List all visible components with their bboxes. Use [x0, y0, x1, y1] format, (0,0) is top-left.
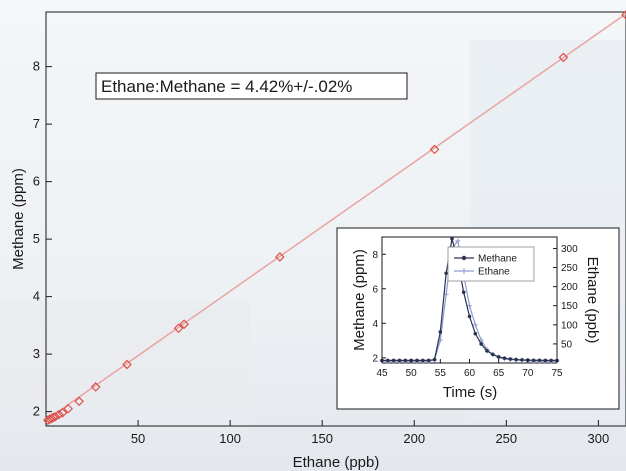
legend-swatch-marker: [461, 268, 467, 274]
main-x-ticks: 50 100 150 200 250 300: [131, 420, 609, 446]
series-point: [520, 358, 524, 362]
x-tick-label: 150: [311, 431, 333, 446]
main-fit-line: [45, 13, 626, 421]
series-point: [391, 358, 396, 363]
legend-swatch-marker: [461, 255, 467, 261]
x-tick-label: 50: [131, 431, 145, 446]
data-point: [74, 396, 84, 407]
data-point: [90, 382, 101, 392]
series-point: [479, 342, 483, 346]
y-tick-label: 7: [33, 116, 40, 131]
y-tick-label: 8: [33, 59, 40, 74]
series-point: [531, 358, 536, 363]
series-point: [415, 358, 419, 363]
inset-right-axis-label: Ethane (ppb): [584, 257, 601, 344]
y-tick-label: 5: [33, 231, 40, 246]
inset-left-y-tick-label: 8: [372, 250, 378, 261]
series-point: [426, 358, 431, 363]
inset-x-tick-label: 50: [406, 368, 418, 379]
series-point: [473, 331, 478, 336]
series-point: [450, 236, 454, 241]
data-point: [54, 409, 64, 420]
inset-right-y-tick-label: 200: [561, 282, 578, 293]
series-point: [467, 314, 472, 319]
inset-legend-box: [447, 246, 535, 282]
y-tick-label: 3: [33, 346, 40, 361]
inset-x-ticks: 45 50 55 60 65 70 75: [376, 359, 563, 379]
inset-x-tick-label: 65: [493, 368, 505, 379]
ratio-annotation: Ethane:Methane = 4.42%+/-.02%: [101, 77, 352, 96]
data-point: [429, 144, 440, 155]
series-point: [455, 238, 461, 244]
x-tick-label: 250: [495, 431, 517, 446]
series-point: [403, 358, 408, 363]
series-point: [432, 357, 437, 362]
inset-left-axis-label: Methane (ppm): [351, 249, 368, 351]
y-tick-label: 6: [33, 174, 40, 189]
series-point: [461, 290, 466, 295]
y-tick-label: 2: [33, 404, 40, 419]
inset-right-y-tick-label: 150: [561, 301, 578, 312]
inset-left-y-tick-label: 4: [372, 319, 378, 330]
data-point: [274, 252, 285, 262]
y-tick-label: 4: [33, 289, 40, 304]
inset-x-tick-label: 75: [551, 368, 563, 379]
series-point: [502, 356, 507, 360]
series-point: [496, 355, 501, 359]
series-point: [514, 357, 518, 362]
series-point: [485, 349, 489, 353]
inset-right-y-tick-label: 250: [561, 263, 578, 274]
series-point: [508, 357, 513, 361]
series-point: [549, 358, 553, 363]
inset-x-tick-label: 55: [435, 368, 447, 379]
series-point: [491, 352, 495, 357]
data-point: [558, 52, 569, 63]
inset-left-y-tick-label: 6: [372, 284, 378, 295]
series-point: [444, 271, 448, 276]
inset-right-y-ticks: 50 100 150 200 250 300: [553, 244, 578, 350]
series-point: [472, 322, 478, 328]
data-point: [57, 407, 68, 418]
series-point: [386, 358, 390, 363]
data-point: [179, 319, 189, 330]
inset-right-y-tick-label: 100: [561, 320, 578, 331]
inset-legend: Methane Ethane: [447, 246, 535, 282]
series-point: [438, 330, 443, 334]
legend-label: Methane: [478, 254, 517, 265]
x-tick-label: 300: [588, 431, 610, 446]
main-y-ticks: 2 3 4 5 6 7 8: [33, 59, 52, 419]
x-tick-label: 100: [219, 431, 241, 446]
main-y-axis-label: Methane (ppm): [10, 168, 27, 270]
data-point: [621, 10, 626, 20]
inset-x-tick-label: 70: [522, 368, 534, 379]
data-point: [50, 411, 61, 422]
inset-left-y-tick-label: 2: [372, 353, 378, 364]
inset-x-axis-label: Time (s): [443, 384, 497, 401]
inset-chart: 45 50 55 60 65 70 75 2 4 6 8 50 100 150 200 250 300 Ti…: [336, 227, 620, 410]
inset-x-tick-label: 60: [464, 368, 476, 379]
main-data-points: [42, 10, 626, 426]
main-x-axis-label: Ethane (ppb): [293, 454, 380, 471]
series-point: [467, 303, 472, 309]
data-point: [63, 403, 73, 414]
series-point: [537, 358, 542, 363]
inset-left-y-ticks: 2 4 6 8: [372, 250, 386, 364]
main-plot-frame: [45, 11, 626, 427]
inset-right-y-tick-label: 50: [561, 339, 573, 350]
data-point: [122, 359, 132, 370]
ratio-annotation-box: [95, 72, 408, 100]
series-point: [543, 358, 548, 363]
x-tick-label: 200: [403, 431, 425, 446]
series-point: [397, 358, 402, 363]
series-point: [421, 358, 425, 363]
legend-label: Ethane: [478, 267, 510, 278]
data-point: [173, 323, 184, 334]
inset-right-y-tick-label: 300: [561, 244, 578, 255]
inset-x-tick-label: 45: [376, 368, 388, 379]
